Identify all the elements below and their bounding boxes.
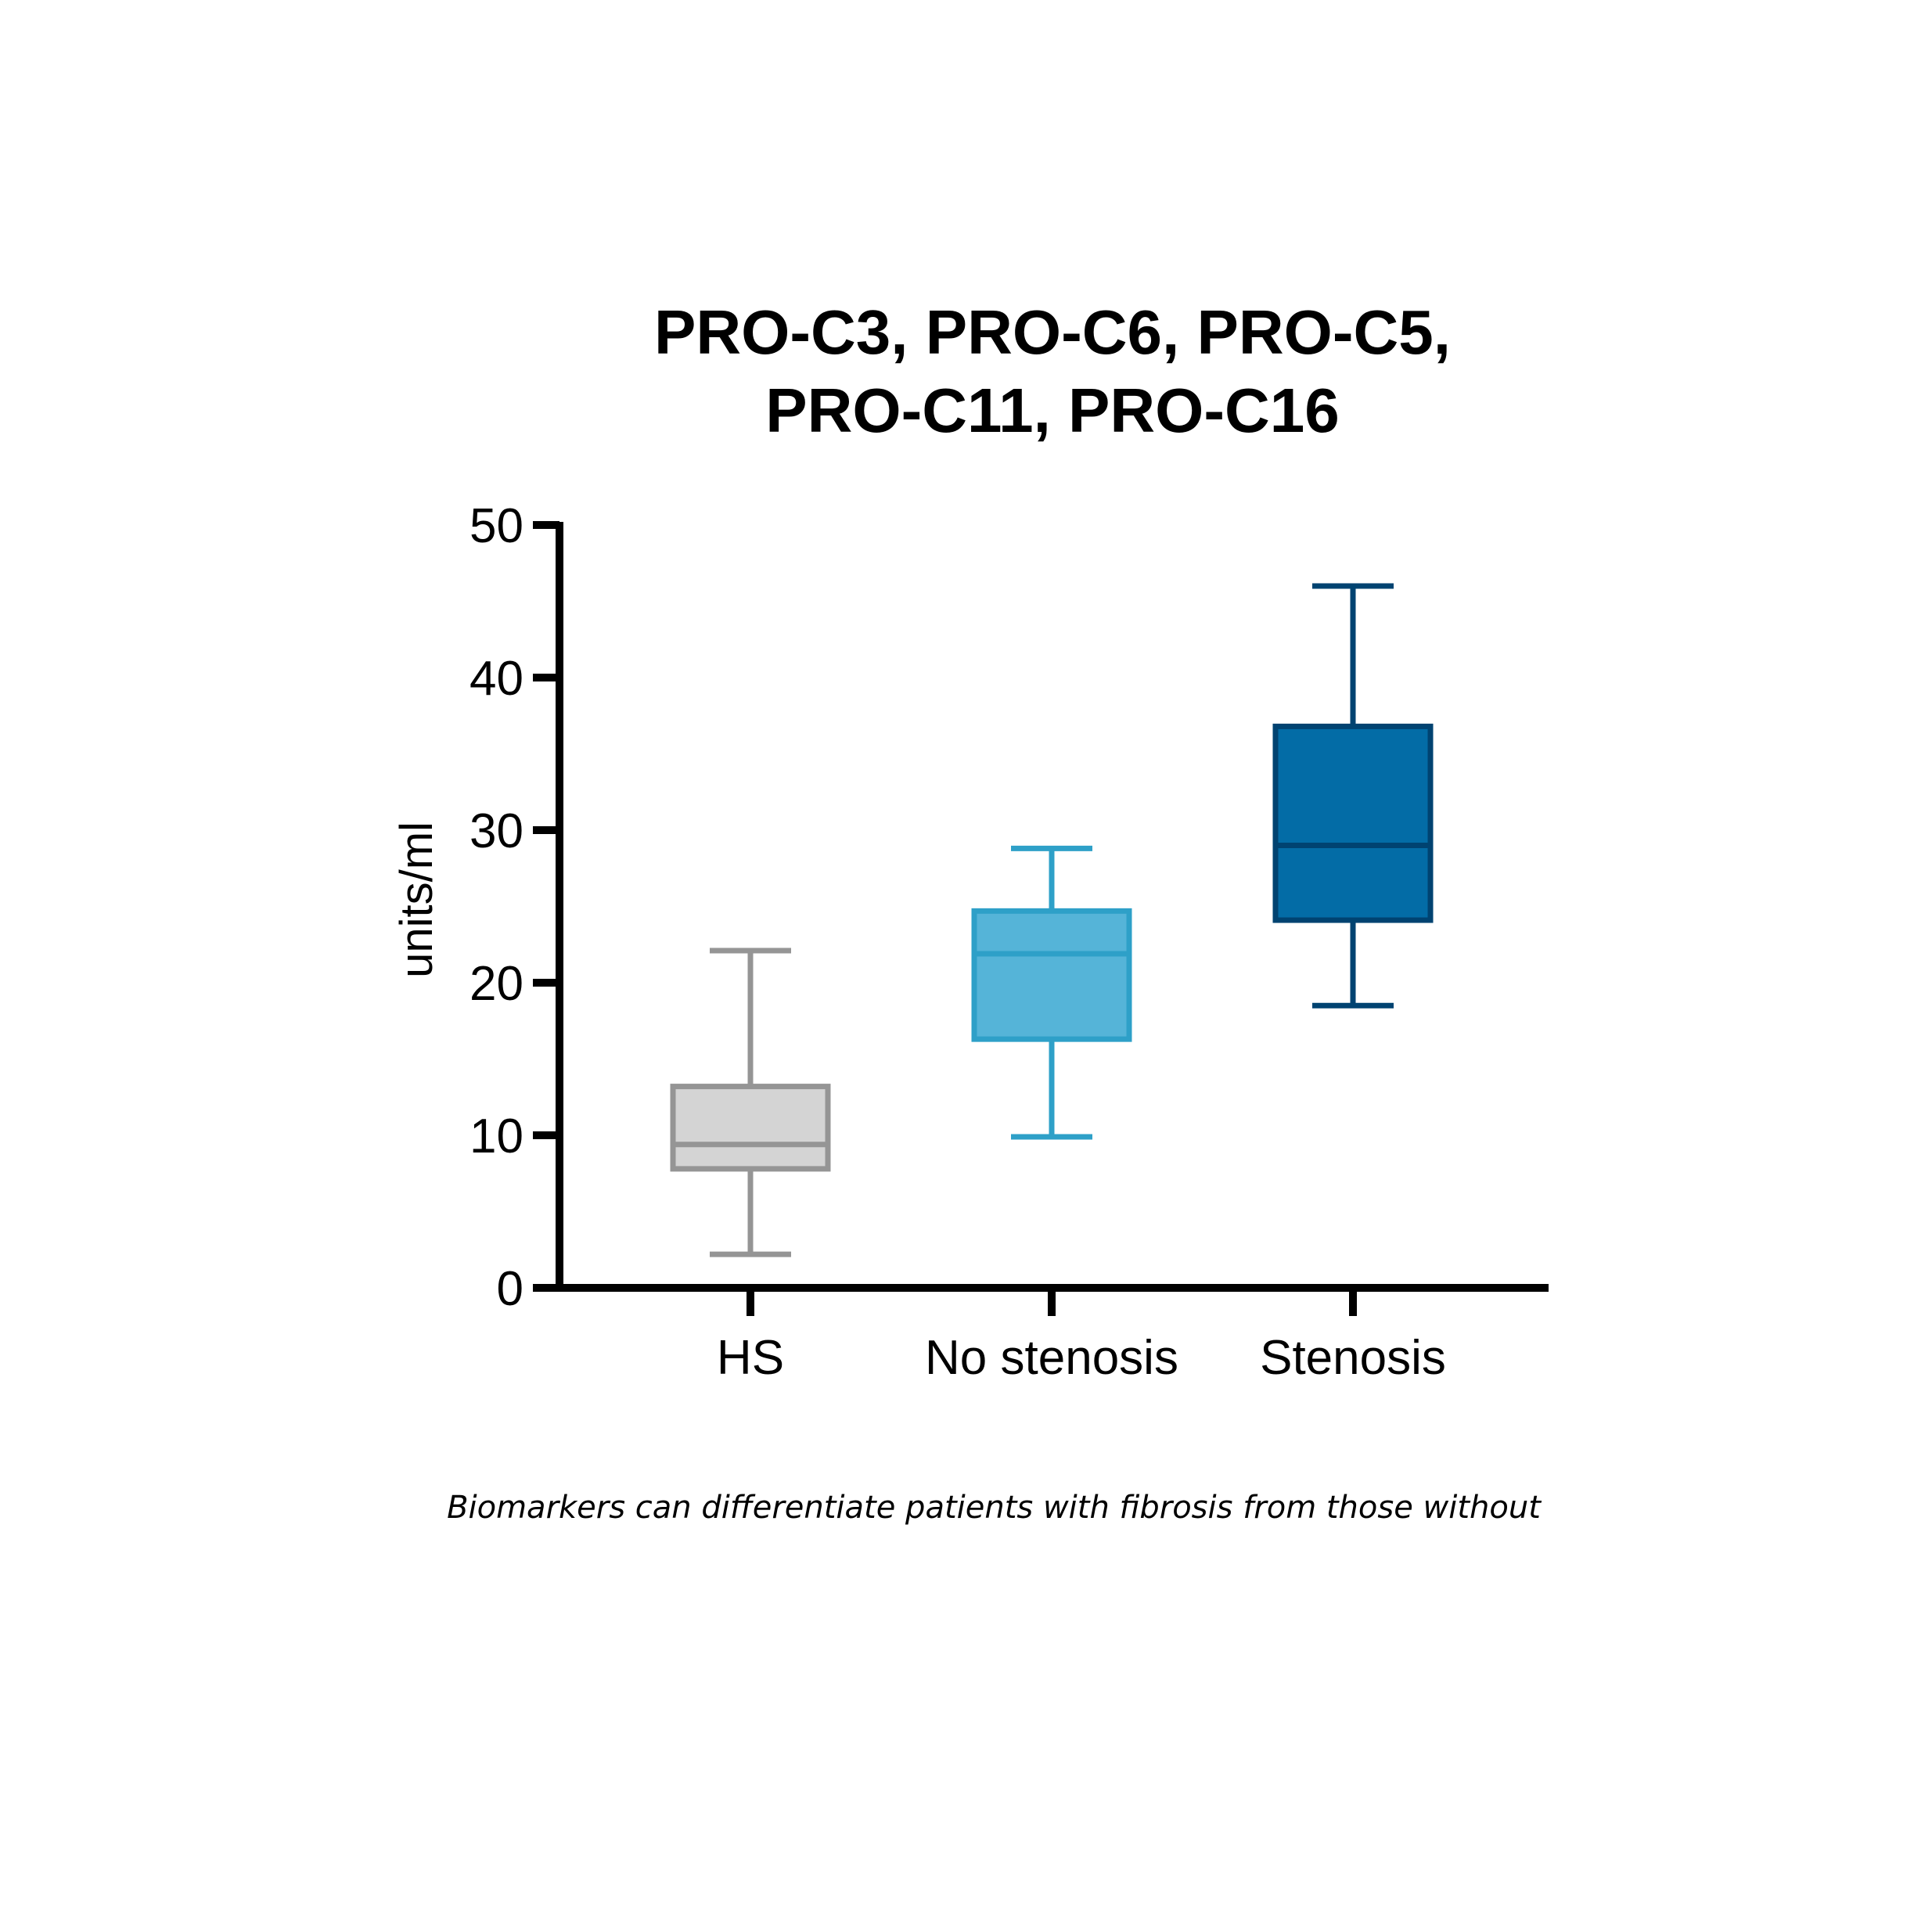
y-tick-label: 50: [470, 499, 523, 553]
y-tick-label: 30: [470, 804, 523, 858]
y-tick-label: 40: [470, 652, 523, 706]
x-tick-label: No stenosis: [925, 1331, 1178, 1385]
iqr-box: [670, 1084, 831, 1172]
y-tick-label: 10: [470, 1109, 523, 1163]
x-tick-label: HS: [717, 1331, 784, 1385]
iqr-box: [1272, 723, 1434, 923]
chart-title-line-2: PRO-C11, PRO-C16: [765, 376, 1340, 445]
chart-caption: Biomarkers can differentiate patients wi…: [447, 1490, 1542, 1526]
box-stenosis: [1272, 583, 1434, 1009]
box-hs: [670, 948, 831, 1257]
y-axis-label: units/ml: [391, 822, 442, 978]
chart-title-line-1: PRO-C3, PRO-C6, PRO-C5,: [654, 297, 1451, 367]
x-tick-label: Stenosis: [1260, 1331, 1446, 1385]
iqr-box: [971, 908, 1132, 1042]
box-no-stenosis: [971, 845, 1132, 1140]
y-tick-label: 20: [470, 957, 523, 1011]
y-tick-label: 0: [497, 1262, 523, 1316]
